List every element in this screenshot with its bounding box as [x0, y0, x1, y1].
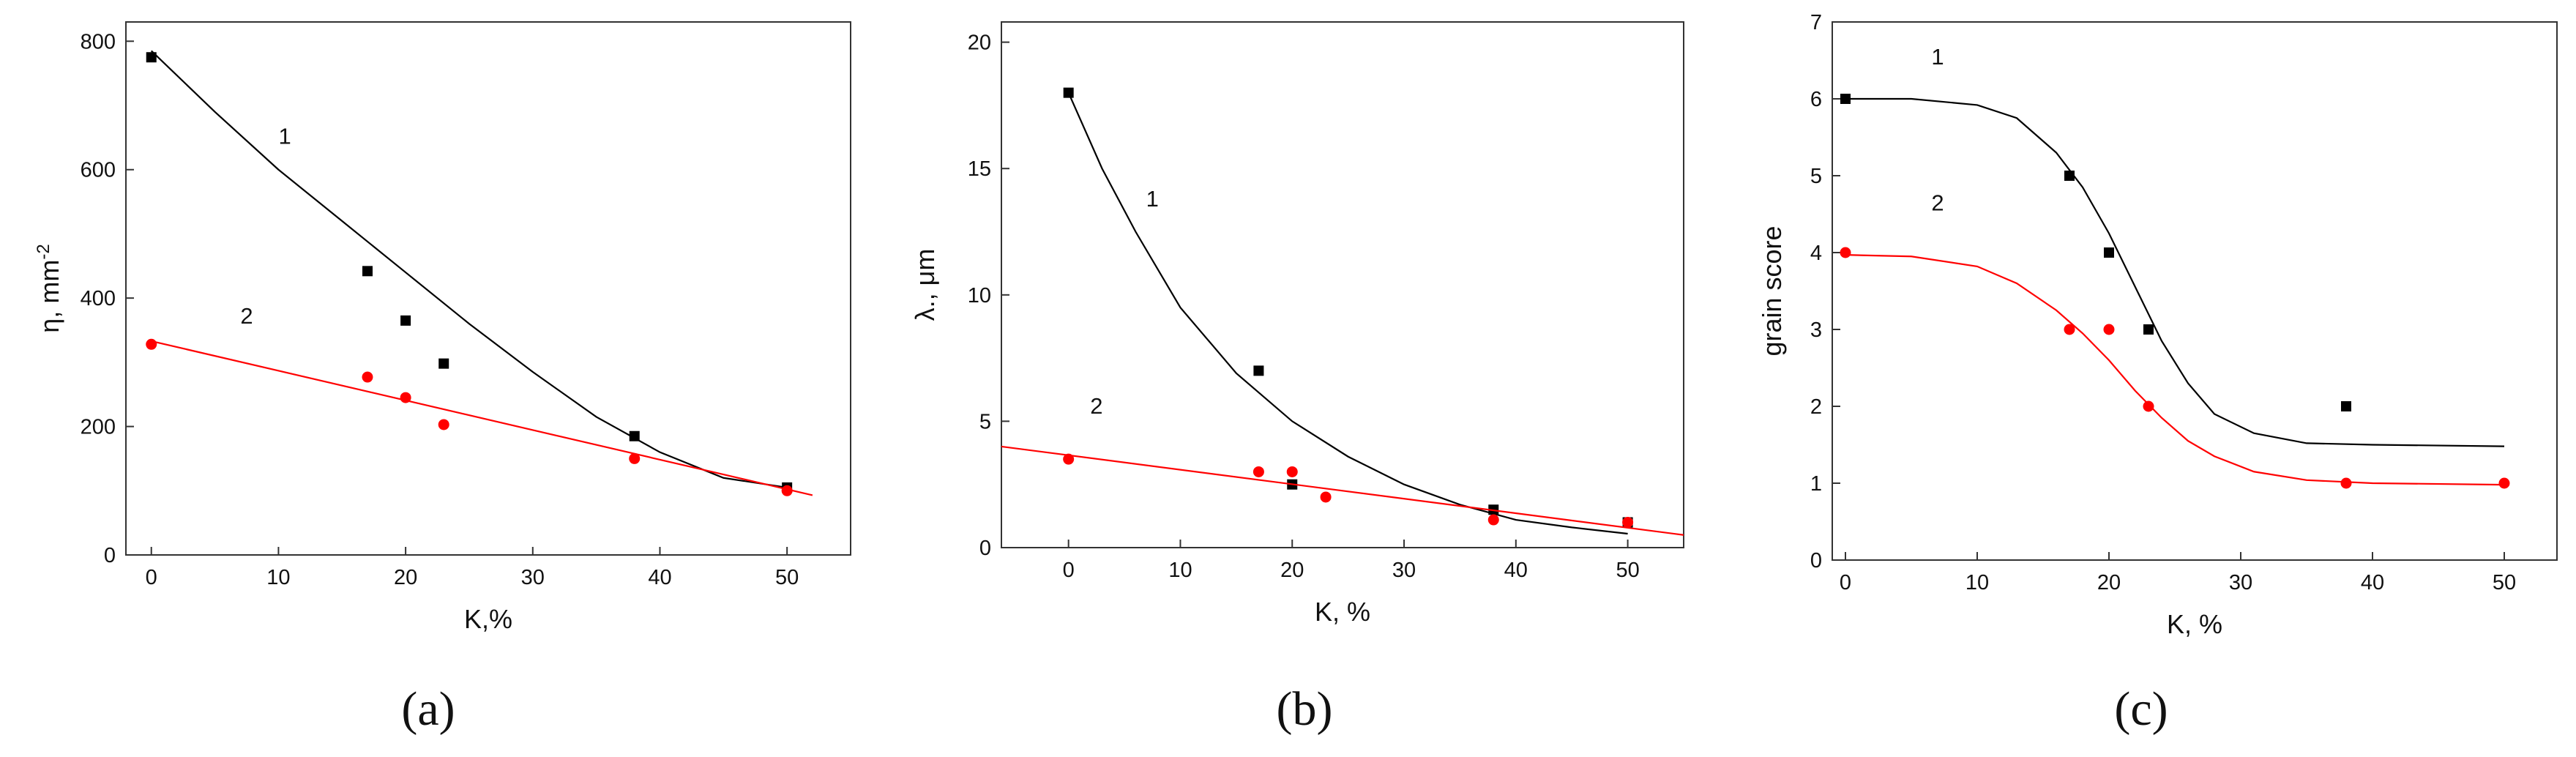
x-tick-label: 20 [2097, 571, 2121, 594]
y-tick-label: 10 [968, 284, 991, 307]
panel-label: (c) [2114, 682, 2168, 736]
curve-label-2: 2 [1931, 190, 1944, 215]
plot-frame [125, 21, 851, 556]
panel-label: (a) [401, 682, 455, 736]
data-point-series-2 [629, 452, 641, 464]
y-tick-label: 800 [81, 30, 116, 53]
fit-curve-2 [1001, 445, 1684, 536]
data-point-series-2 [362, 371, 373, 383]
chart-panel-3: 0 10 20 30 40 50 0 1 2 3 4 5 6 7 K, % grain score 1 2 (c) [1757, 11, 2558, 736]
x-tick-label: 30 [1392, 559, 1416, 582]
data-point-series-2 [1252, 466, 1264, 477]
data-point-series-1 [438, 358, 449, 369]
data-point-series-1 [1253, 365, 1264, 376]
y-tick-label: 600 [81, 159, 116, 182]
x-tick-label: 50 [1616, 559, 1639, 582]
fit-curve-1 [1845, 97, 2505, 447]
data-point-series-1 [1840, 94, 1851, 104]
data-point-series-2 [2340, 477, 2352, 489]
fit-curve-1 [1067, 92, 1628, 535]
data-point-series-2 [438, 419, 449, 430]
y-tick-label: 2 [1810, 395, 1822, 419]
y-tick-label: 3 [1810, 318, 1822, 342]
y-tick-label: 400 [81, 287, 116, 310]
x-tick-label: 40 [1504, 559, 1528, 582]
x-axis-title: K,% [464, 604, 512, 634]
x-axis-title: K, % [2167, 609, 2222, 639]
data-point-series-2 [2064, 324, 2075, 335]
y-tick-label: 200 [81, 416, 116, 439]
data-point-series-2 [1622, 516, 1634, 528]
y-axis-title: λ., μm [910, 249, 940, 321]
data-point-series-2 [400, 392, 411, 403]
x-tick-label: 10 [1168, 559, 1192, 582]
x-tick-label: 50 [775, 566, 799, 589]
x-tick-label: 40 [2361, 571, 2384, 594]
x-tick-label: 0 [146, 566, 157, 589]
fit-curve-1 [150, 50, 788, 488]
data-point-series-2 [781, 485, 793, 496]
y-tick-label: 20 [968, 31, 991, 55]
y-tick-label: 15 [968, 157, 991, 181]
y-tick-label: 0 [979, 537, 991, 560]
data-point-series-1 [2064, 171, 2075, 181]
plot-frame [1001, 21, 1684, 548]
chart-panel-2: 0 10 20 30 40 50 0 5 10 15 20 K, % λ., μm 1 2 (b) [910, 21, 1684, 736]
x-tick-label: 10 [266, 566, 290, 589]
curve-label-2: 2 [1090, 393, 1102, 419]
data-point-series-2 [1286, 466, 1298, 477]
y-axis-title: η, mm-2 [34, 244, 65, 332]
y-tick-label: 0 [104, 544, 116, 567]
data-point-series-2 [2143, 400, 2154, 412]
plot-frame [1832, 21, 2558, 561]
x-axis-title: K, % [1315, 597, 1370, 627]
curve-label-1: 1 [1146, 186, 1159, 212]
x-tick-label: 0 [1840, 571, 1851, 594]
y-tick-label: 4 [1810, 242, 1822, 265]
x-tick-label: 10 [1965, 571, 1989, 594]
data-point-series-2 [2103, 324, 2115, 335]
fit-curve-2 [151, 340, 813, 496]
data-point-series-1 [362, 266, 373, 277]
y-tick-label: 7 [1810, 11, 1822, 34]
curve-label-1: 1 [1931, 44, 1944, 70]
chart-panel-1: 0 10 20 30 40 50 0 200 400 600 800 K,% η, mm-2 1 2 (a) [34, 21, 851, 736]
x-tick-label: 50 [2493, 571, 2516, 594]
fit-curve-2 [1845, 254, 2505, 486]
curve-label-2: 2 [240, 303, 253, 329]
data-point-series-1 [2143, 324, 2154, 335]
y-axis-title: grain score [1757, 225, 1787, 356]
data-point-series-2 [1487, 514, 1499, 526]
y-tick-label: 5 [979, 410, 991, 433]
panel-label: (b) [1277, 682, 1333, 736]
data-point-series-2 [146, 338, 157, 350]
data-point-series-1 [629, 430, 640, 441]
y-axis-title-superscript: -2 [34, 244, 53, 259]
x-tick-label: 30 [2229, 571, 2252, 594]
x-tick-label: 20 [394, 566, 417, 589]
y-tick-label: 1 [1810, 472, 1822, 496]
data-point-series-1 [2104, 247, 2114, 258]
y-tick-label: 0 [1810, 549, 1822, 573]
data-point-series-2 [1320, 491, 1332, 503]
y-tick-label: 5 [1810, 165, 1822, 188]
data-point-series-2 [1063, 453, 1075, 465]
curve-label-1: 1 [278, 124, 291, 149]
data-point-series-1 [1063, 87, 1074, 98]
data-point-series-1 [2341, 401, 2351, 411]
x-tick-label: 0 [1063, 559, 1075, 582]
data-point-series-2 [2498, 477, 2510, 489]
data-point-series-2 [1840, 247, 1851, 258]
x-tick-label: 40 [648, 566, 671, 589]
y-tick-label: 6 [1810, 88, 1822, 111]
data-point-series-1 [400, 315, 411, 326]
x-tick-label: 30 [521, 566, 545, 589]
data-point-series-1 [146, 52, 157, 63]
x-tick-label: 20 [1280, 559, 1304, 582]
